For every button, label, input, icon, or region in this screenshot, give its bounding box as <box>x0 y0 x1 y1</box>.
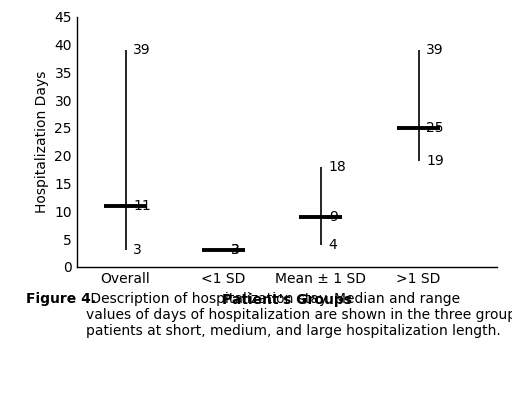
Y-axis label: Hospitalization Days: Hospitalization Days <box>35 70 49 213</box>
Text: 18: 18 <box>329 160 347 174</box>
Text: 3: 3 <box>134 243 142 257</box>
Text: 19: 19 <box>426 154 444 168</box>
Text: 25: 25 <box>426 121 444 135</box>
Text: 39: 39 <box>426 43 444 57</box>
Text: 9: 9 <box>329 210 337 224</box>
Text: 4: 4 <box>329 238 337 251</box>
Text: Description of hospitalization stay. Median and range
values of days of hospital: Description of hospitalization stay. Med… <box>86 292 512 338</box>
Text: 3: 3 <box>231 243 240 257</box>
Text: 11: 11 <box>134 199 151 213</box>
X-axis label: Patient's Groups: Patient's Groups <box>222 293 352 306</box>
Text: 39: 39 <box>134 43 151 57</box>
Text: Figure 4.: Figure 4. <box>26 292 96 306</box>
Text: 3: 3 <box>231 243 240 257</box>
